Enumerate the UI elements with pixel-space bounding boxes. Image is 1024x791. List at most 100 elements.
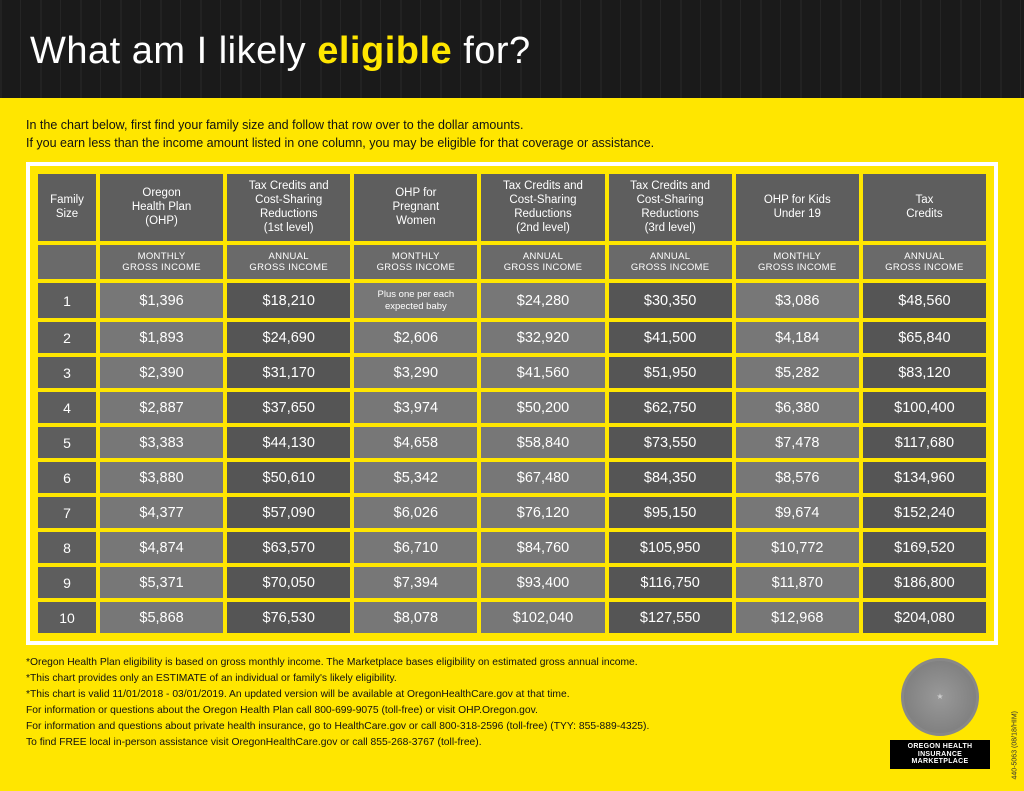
- footnote-line: To find FREE local in-person assistance …: [26, 735, 866, 751]
- income-cell: $117,680: [863, 427, 986, 458]
- footnote-line: *Oregon Health Plan eligibility is based…: [26, 655, 866, 671]
- page-title: What am I likely eligible for?: [30, 30, 994, 73]
- table-row: 6$3,880$50,610$5,342$67,480$84,350$8,576…: [38, 462, 986, 493]
- income-cell: $4,874: [100, 532, 223, 563]
- income-cell: $51,950: [609, 357, 732, 388]
- income-cell: $62,750: [609, 392, 732, 423]
- income-cell: $7,478: [736, 427, 859, 458]
- income-cell: $24,280: [481, 283, 604, 318]
- income-cell: $73,550: [609, 427, 732, 458]
- income-cell: $30,350: [609, 283, 732, 318]
- income-cell: $6,026: [354, 497, 477, 528]
- table-row: 5$3,383$44,130$4,658$58,840$73,550$7,478…: [38, 427, 986, 458]
- income-cell: $83,120: [863, 357, 986, 388]
- income-cell: $3,383: [100, 427, 223, 458]
- income-cell: $41,500: [609, 322, 732, 353]
- income-cell: $8,576: [736, 462, 859, 493]
- income-cell: $84,760: [481, 532, 604, 563]
- column-header: OHP forPregnantWomen: [354, 174, 477, 241]
- income-cell: $58,840: [481, 427, 604, 458]
- income-cell: $134,960: [863, 462, 986, 493]
- state-seal-icon: ★: [901, 658, 979, 736]
- income-cell: $76,530: [227, 602, 350, 633]
- income-cell: $10,772: [736, 532, 859, 563]
- table-row: 4$2,887$37,650$3,974$50,200$62,750$6,380…: [38, 392, 986, 423]
- title-emphasis: eligible: [317, 30, 452, 72]
- table-row: 1$1,396$18,210Plus one per eachexpected …: [38, 283, 986, 318]
- column-subheader: ANNUALGROSS INCOME: [227, 245, 350, 279]
- footnote-line: For information or questions about the O…: [26, 703, 866, 719]
- income-cell: $3,086: [736, 283, 859, 318]
- income-cell: $2,606: [354, 322, 477, 353]
- column-header: TaxCredits: [863, 174, 986, 241]
- income-cell: $3,880: [100, 462, 223, 493]
- eligibility-table-wrap: FamilySizeOregonHealth Plan(OHP)Tax Cred…: [26, 162, 998, 645]
- family-size-cell: 10: [38, 602, 96, 633]
- family-size-cell: 2: [38, 322, 96, 353]
- table-row: 3$2,390$31,170$3,290$41,560$51,950$5,282…: [38, 357, 986, 388]
- income-cell: $4,658: [354, 427, 477, 458]
- income-cell: $4,184: [736, 322, 859, 353]
- footnotes: *Oregon Health Plan eligibility is based…: [26, 655, 866, 751]
- column-header: Tax Credits andCost-SharingReductions(1s…: [227, 174, 350, 241]
- table-row: 9$5,371$70,050$7,394$93,400$116,750$11,8…: [38, 567, 986, 598]
- income-cell: $12,968: [736, 602, 859, 633]
- income-cell: $8,078: [354, 602, 477, 633]
- table-body: 1$1,396$18,210Plus one per eachexpected …: [38, 283, 986, 633]
- income-cell: $67,480: [481, 462, 604, 493]
- family-size-cell: 9: [38, 567, 96, 598]
- family-size-cell: 3: [38, 357, 96, 388]
- family-size-cell: 5: [38, 427, 96, 458]
- income-cell: $7,394: [354, 567, 477, 598]
- family-size-cell: 7: [38, 497, 96, 528]
- marketplace-seal: ★ OREGON HEALTH INSURANCEMARKETPLACE: [890, 658, 990, 769]
- income-cell: $3,290: [354, 357, 477, 388]
- title-post: for?: [452, 30, 531, 72]
- income-cell: $5,868: [100, 602, 223, 633]
- income-cell: Plus one per eachexpected baby: [354, 283, 477, 318]
- income-cell: $5,282: [736, 357, 859, 388]
- income-cell: $18,210: [227, 283, 350, 318]
- page-header: What am I likely eligible for?: [0, 0, 1024, 98]
- footnote-line: *This chart provides only an ESTIMATE of…: [26, 671, 866, 687]
- income-cell: $1,396: [100, 283, 223, 318]
- income-cell: $31,170: [227, 357, 350, 388]
- income-cell: $1,893: [100, 322, 223, 353]
- column-header: Tax Credits andCost-SharingReductions(3r…: [609, 174, 732, 241]
- income-cell: $63,570: [227, 532, 350, 563]
- income-cell: $105,950: [609, 532, 732, 563]
- income-cell: $76,120: [481, 497, 604, 528]
- intro-line-1: In the chart below, first find your fami…: [26, 116, 998, 134]
- column-header: OHP for KidsUnder 19: [736, 174, 859, 241]
- income-cell: $4,377: [100, 497, 223, 528]
- table-head: FamilySizeOregonHealth Plan(OHP)Tax Cred…: [38, 174, 986, 279]
- income-cell: $127,550: [609, 602, 732, 633]
- income-cell: $3,974: [354, 392, 477, 423]
- income-cell: $95,150: [609, 497, 732, 528]
- column-header: FamilySize: [38, 174, 96, 241]
- income-cell: $44,130: [227, 427, 350, 458]
- income-cell: $57,090: [227, 497, 350, 528]
- column-subheader: MONTHLYGROSS INCOME: [736, 245, 859, 279]
- column-subheader: ANNUALGROSS INCOME: [863, 245, 986, 279]
- income-cell: $6,710: [354, 532, 477, 563]
- footnote-line: *This chart is valid 11/01/2018 - 03/01/…: [26, 687, 866, 703]
- income-cell: $2,887: [100, 392, 223, 423]
- income-cell: $169,520: [863, 532, 986, 563]
- content-area: In the chart below, first find your fami…: [0, 98, 1024, 791]
- family-size-cell: 1: [38, 283, 96, 318]
- income-cell: $11,870: [736, 567, 859, 598]
- eligibility-table: FamilySizeOregonHealth Plan(OHP)Tax Cred…: [34, 170, 990, 637]
- family-size-cell: 4: [38, 392, 96, 423]
- family-size-cell: 6: [38, 462, 96, 493]
- seal-label: OREGON HEALTH INSURANCEMARKETPLACE: [890, 740, 990, 769]
- column-subheader: ANNUALGROSS INCOME: [481, 245, 604, 279]
- income-cell: $152,240: [863, 497, 986, 528]
- income-cell: $102,040: [481, 602, 604, 633]
- income-cell: $6,380: [736, 392, 859, 423]
- title-pre: What am I likely: [30, 30, 317, 72]
- income-cell: $48,560: [863, 283, 986, 318]
- table-row: 7$4,377$57,090$6,026$76,120$95,150$9,674…: [38, 497, 986, 528]
- income-cell: $37,650: [227, 392, 350, 423]
- intro-line-2: If you earn less than the income amount …: [26, 134, 998, 152]
